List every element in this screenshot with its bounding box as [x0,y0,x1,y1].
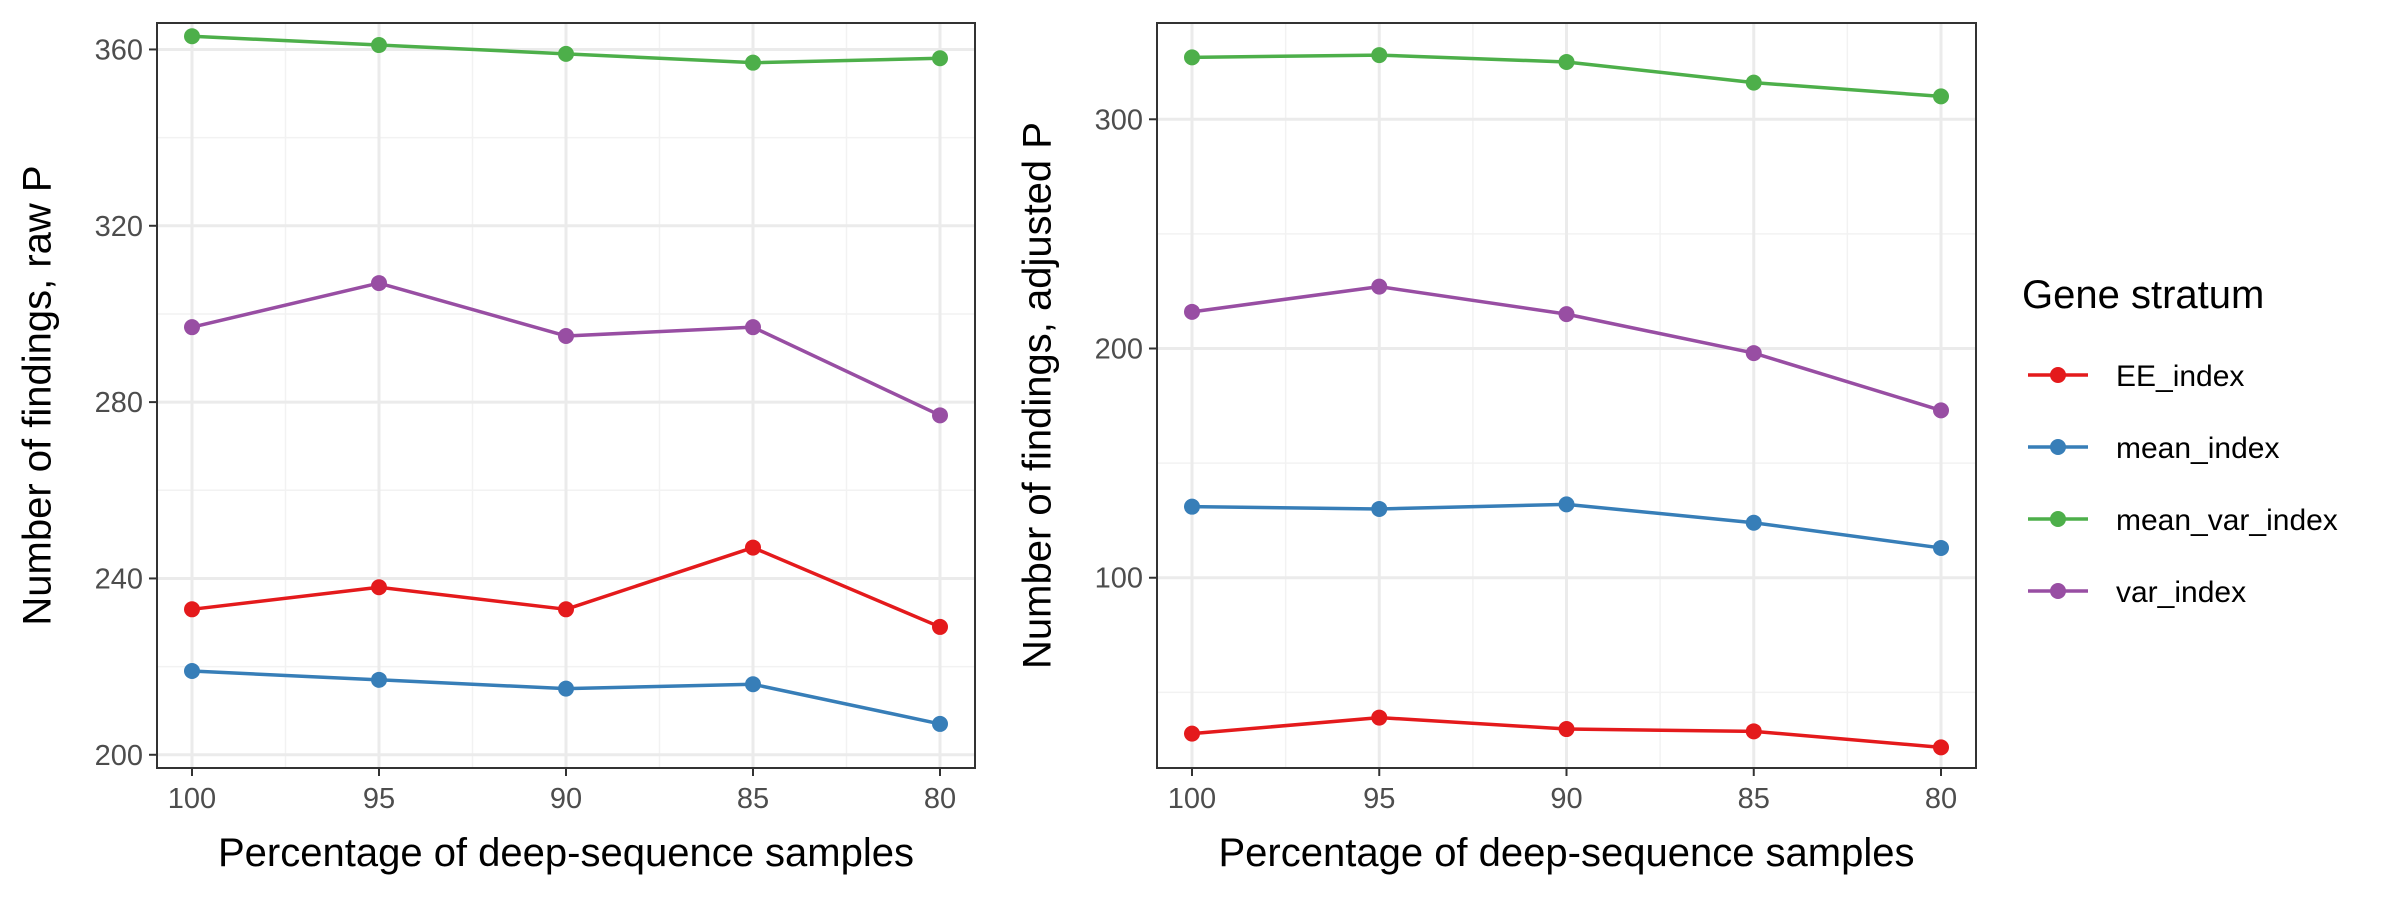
x-axis-title: Percentage of deep-sequence samples [218,831,914,875]
series-mean-index [184,663,948,732]
data-point-mean-index [1371,500,1388,517]
x-axis-title: Percentage of deep-sequence samples [1218,831,1914,875]
data-point-var-index [745,319,761,336]
data-point-mean-index [745,676,761,693]
legend-key-point [2050,511,2066,527]
legend: Gene stratum EE_index mean_index mean_var_… [2022,273,2338,609]
data-point-mean-index [932,715,948,732]
data-point-var-index [371,275,387,292]
y-tick-label: 200 [95,740,143,772]
data-point-var-index [184,319,200,336]
data-point-var-index [1933,402,1949,419]
data-point-ee-index [558,601,574,618]
data-point-mean-index [1558,496,1575,513]
y-tick-label: 240 [95,563,143,595]
x-tick-label: 90 [550,783,582,815]
data-point-mean-var-index [1933,88,1949,105]
y-tick-label: 300 [1095,104,1143,136]
y-tick-label: 200 [1095,334,1143,366]
legend-key-point [2050,439,2066,455]
data-point-mean-var-index [558,45,574,62]
data-point-var-index [1745,345,1762,362]
x-tick-label: 90 [1550,783,1582,815]
data-point-mean-index [1745,514,1762,531]
data-point-var-index [1371,278,1388,295]
data-point-mean-var-index [1184,49,1200,66]
legend-entry-var-index: var_index [2028,576,2246,609]
data-point-ee-index [745,539,761,556]
data-point-ee-index [1745,723,1762,740]
y-tick-label: 320 [95,211,143,243]
data-point-mean-var-index [1558,53,1575,70]
legend-key-point [2050,367,2066,383]
data-point-mean-index [1933,539,1949,556]
x-tick-label: 95 [363,783,395,815]
x-tick-label: 85 [737,783,769,815]
legend-entries: EE_index mean_index mean_var_index var_inde… [2028,360,2338,609]
data-point-mean-index [371,671,387,688]
data-point-var-index [1184,303,1200,320]
series-ee-index [184,539,948,635]
data-point-mean-var-index [371,37,387,54]
data-point-mean-index [184,663,200,680]
legend-key-point [2050,583,2066,599]
data-point-ee-index [184,601,200,618]
data-point-var-index [1558,306,1575,323]
legend-entry-mean-var-index: mean_var_index [2028,504,2338,537]
data-point-ee-index [1933,739,1949,756]
data-point-ee-index [371,579,387,596]
data-point-var-index [558,327,574,344]
x-tick-label: 95 [1363,783,1395,815]
x-tick-label: 100 [168,783,216,815]
series-ee-index [1184,709,1949,756]
data-point-ee-index [932,618,948,635]
y-tick-label: 280 [95,387,143,419]
y-tick-label: 360 [95,34,143,66]
series-mean-index [1184,496,1949,556]
data-point-mean-var-index [184,28,200,45]
data-point-ee-index [1371,709,1388,726]
legend-label: mean_index [2116,432,2279,465]
y-tick-label: 100 [1095,563,1143,595]
legend-label: EE_index [2116,360,2244,393]
left-panel: 200 240 280 320 360 100 95 90 85 80 Percentage of … [16,22,976,875]
data-point-mean-var-index [1745,74,1762,91]
legend-label: var_index [2116,576,2246,609]
x-tick-label: 80 [924,783,956,815]
right-panel: 100 200 300 100 95 90 85 80 Percentage of deep-s… [1016,22,1977,875]
series-mean-var-index [1184,47,1949,105]
legend-entry-ee-index: EE_index [2028,360,2244,393]
data-point-mean-index [558,680,574,697]
series-var-index [184,275,948,424]
x-tick-label: 85 [1738,783,1770,815]
data-point-mean-var-index [1371,47,1388,64]
data-point-mean-var-index [745,54,761,71]
legend-entry-mean-index: mean_index [2028,432,2279,465]
data-point-mean-var-index [932,50,948,67]
legend-label: mean_var_index [2116,504,2338,537]
y-axis-title: Number of findings, raw P [16,165,60,625]
legend-title: Gene stratum [2022,273,2264,317]
x-tick-label: 80 [1925,783,1957,815]
data-point-ee-index [1558,721,1575,738]
data-point-mean-index [1184,498,1200,515]
y-axis-title: Number of findings, adjusted P [1016,122,1060,669]
data-point-var-index [932,407,948,424]
x-tick-label: 100 [1168,783,1216,815]
series-var-index [1184,278,1949,419]
series-mean-var-index [184,28,948,71]
data-point-ee-index [1184,725,1200,742]
